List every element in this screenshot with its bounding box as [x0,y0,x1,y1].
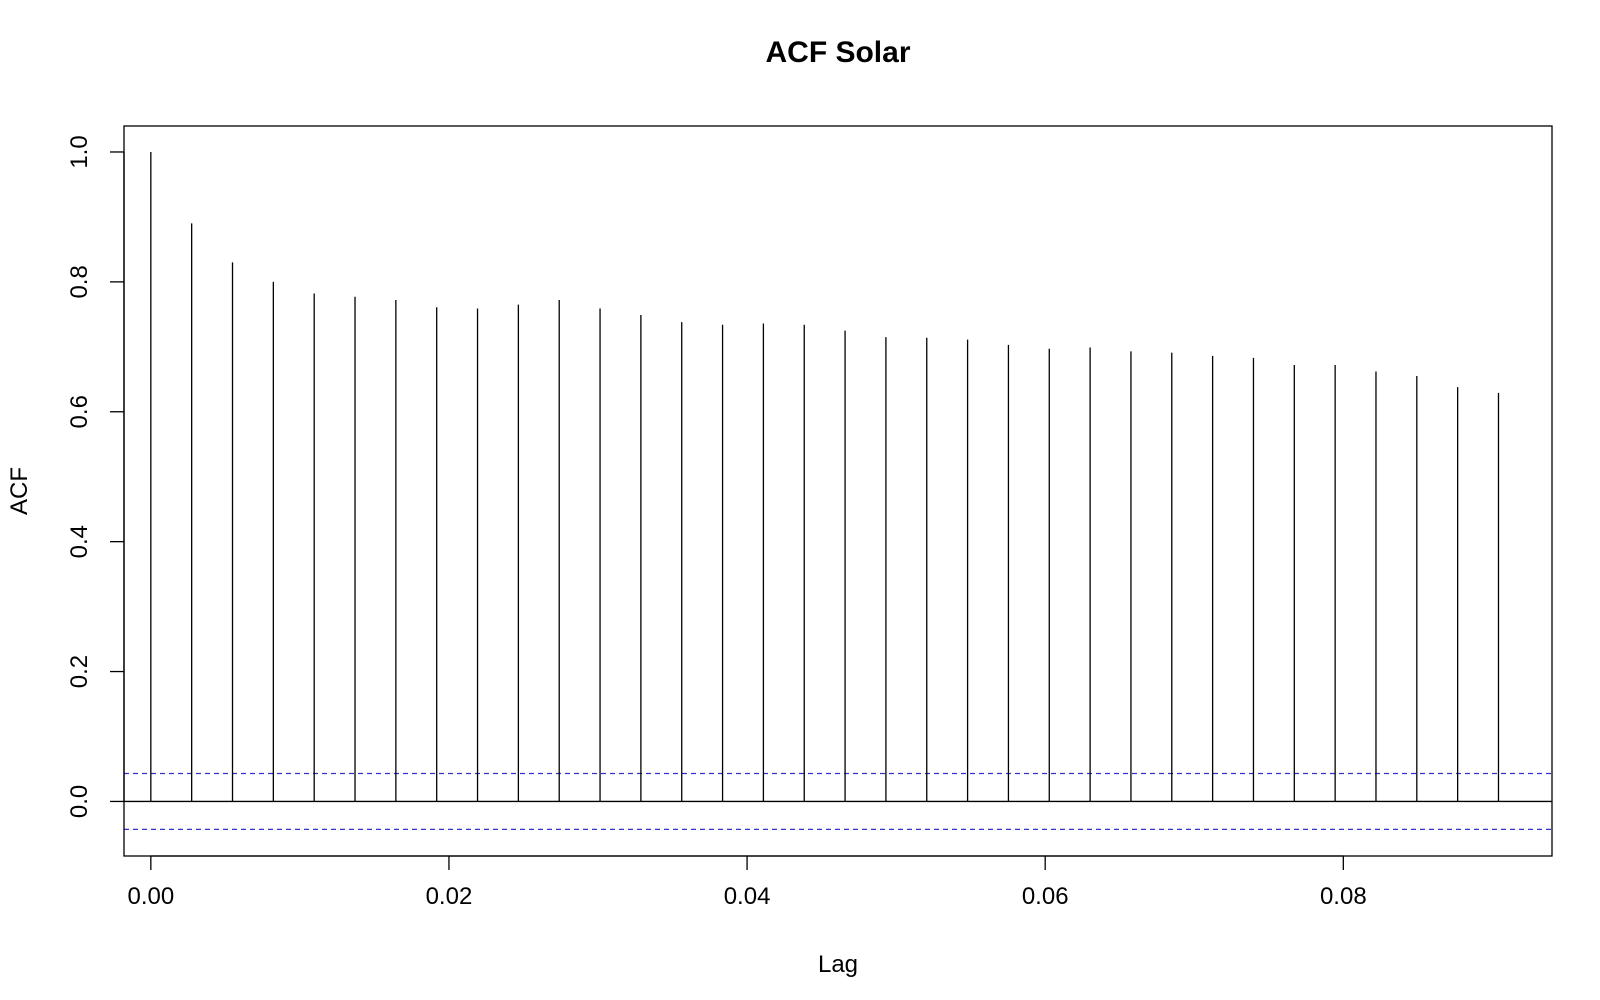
plot-area [124,151,1552,831]
x-tick-label: 0.06 [1022,883,1069,910]
y-tick-label: 0.6 [66,395,93,428]
y-tick-label: 0.4 [66,525,93,558]
x-tick-label: 0.02 [426,883,473,910]
y-axis-label: ACF [6,467,33,515]
y-tick-label: 0.8 [66,265,93,298]
y-axis: 0.0 0.2 0.4 0.6 0.8 1.0 [66,135,125,818]
x-tick-label: 0.00 [127,883,174,910]
y-tick-label: 0.0 [66,785,93,818]
chart-title: ACF Solar [765,36,910,69]
x-tick-label: 0.04 [724,883,771,910]
x-tick-label: 0.08 [1320,883,1367,910]
plot-frame [123,125,1553,857]
x-axis-label: Lag [818,951,858,978]
x-axis: 0.00 0.02 0.04 0.06 0.08 [127,855,1367,910]
y-tick-label: 1.0 [66,135,93,168]
y-tick-label: 0.2 [66,655,93,688]
